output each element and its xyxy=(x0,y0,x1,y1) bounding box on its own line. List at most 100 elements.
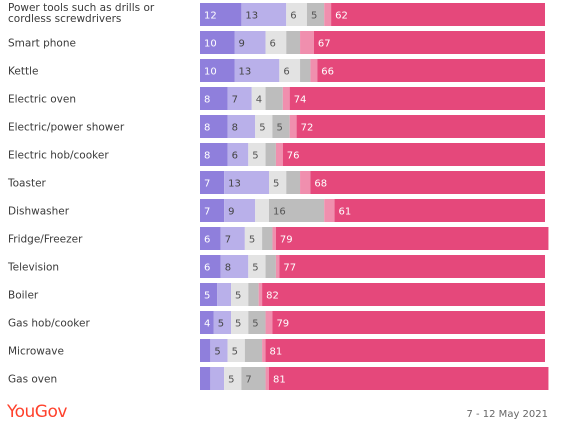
bar-segment xyxy=(262,339,266,362)
data-label: 16 xyxy=(273,207,286,218)
data-label: 8 xyxy=(232,123,238,134)
data-label: 72 xyxy=(301,123,314,134)
data-label: 5 xyxy=(228,375,234,386)
bar-segment xyxy=(234,59,280,82)
bar-segment xyxy=(272,115,290,138)
bar-segment xyxy=(313,31,545,54)
category-label: Electric hob/cooker xyxy=(8,150,109,162)
bar-segment xyxy=(200,367,211,390)
data-label: 13 xyxy=(228,179,241,190)
bar-segment xyxy=(227,143,249,166)
data-label: 8 xyxy=(225,263,231,274)
bar-segment xyxy=(200,87,228,110)
data-label: 68 xyxy=(314,179,327,190)
bar-segment xyxy=(224,199,256,222)
bar-segment xyxy=(251,87,266,110)
category-label: Microwave xyxy=(8,346,64,358)
stacked-bar-chart: Power tools such as drills or cordless sc… xyxy=(7,2,549,390)
data-label: 10 xyxy=(204,67,217,78)
data-label: 61 xyxy=(339,207,352,218)
data-label: 5 xyxy=(252,151,258,162)
bar-segment xyxy=(265,255,276,278)
bar-segment xyxy=(248,255,266,278)
data-label: 5 xyxy=(214,347,220,358)
bar-segment xyxy=(220,255,249,278)
data-label: 6 xyxy=(204,235,210,246)
bar-segment xyxy=(300,59,311,82)
bar-segment xyxy=(310,59,318,82)
bar-segment xyxy=(296,115,545,138)
category-label: Electric/power shower xyxy=(8,122,125,134)
bar-segment xyxy=(286,31,301,54)
data-label: 7 xyxy=(232,95,238,106)
data-label: 8 xyxy=(204,151,210,162)
bar-segment xyxy=(269,171,287,194)
data-label: 5 xyxy=(252,263,258,274)
bar-segment xyxy=(300,171,311,194)
bar-segment xyxy=(269,199,325,222)
bar-segment xyxy=(200,339,211,362)
data-label: 7 xyxy=(204,207,210,218)
bar-segment xyxy=(306,3,325,26)
data-label: 9 xyxy=(239,39,245,50)
data-label: 76 xyxy=(287,151,300,162)
bar-segment xyxy=(275,227,549,250)
bar-segment xyxy=(200,283,218,306)
data-label: 62 xyxy=(335,11,348,22)
bar-segment xyxy=(200,171,225,194)
bar-segment xyxy=(227,87,252,110)
bar-segment xyxy=(289,87,545,110)
category-label: Smart phone xyxy=(8,38,76,50)
data-label: 13 xyxy=(245,11,258,22)
data-label: 5 xyxy=(276,123,282,134)
bar-segment xyxy=(244,227,263,250)
category-label: Toaster xyxy=(7,178,47,190)
data-label: 66 xyxy=(321,67,334,78)
data-label: 67 xyxy=(318,39,331,50)
data-label: 5 xyxy=(311,11,317,22)
bar-segment xyxy=(227,115,256,138)
data-label: 13 xyxy=(239,67,252,78)
category-label: Gas hob/cooker xyxy=(8,318,90,330)
category-label: Kettle xyxy=(8,66,38,78)
data-label: 6 xyxy=(283,67,289,78)
data-label: 6 xyxy=(232,151,238,162)
data-label: 79 xyxy=(280,235,293,246)
bar-segment xyxy=(200,115,228,138)
bar-segment xyxy=(279,59,301,82)
data-label: 8 xyxy=(204,95,210,106)
category-label: Fridge/Freezer xyxy=(8,234,83,246)
data-label: 9 xyxy=(228,207,234,218)
data-label: 4 xyxy=(204,319,210,330)
data-label: 81 xyxy=(270,347,283,358)
category-label: Power tools such as drills or cordless sc… xyxy=(8,2,155,25)
bar-segment xyxy=(231,283,249,306)
bar-segment xyxy=(331,3,545,26)
survey-date: 7 - 12 May 2021 xyxy=(466,409,548,420)
bar-segment xyxy=(200,255,221,278)
bar-segment xyxy=(224,367,242,390)
bar-segment xyxy=(213,311,232,334)
category-label: Television xyxy=(7,262,59,274)
data-label: 5 xyxy=(235,291,241,302)
bar-segment xyxy=(248,143,266,166)
bar-segment xyxy=(262,227,273,250)
bar-segment xyxy=(282,143,545,166)
category-label: Gas oven xyxy=(8,374,57,386)
bar-segment xyxy=(300,31,314,54)
bar-segment xyxy=(324,199,335,222)
bar-segment xyxy=(265,311,273,334)
bar-segment xyxy=(231,311,249,334)
data-label: 6 xyxy=(270,39,276,50)
data-label: 7 xyxy=(245,375,251,386)
bar-segment xyxy=(234,31,266,54)
data-label: 5 xyxy=(252,319,258,330)
data-label: 5 xyxy=(235,319,241,330)
bar-segment xyxy=(286,171,301,194)
bar-segment xyxy=(200,311,214,334)
bar-segment xyxy=(282,87,290,110)
bar-segment xyxy=(224,171,269,194)
data-label: 7 xyxy=(204,179,210,190)
bar-segment xyxy=(289,115,297,138)
bar-segment xyxy=(210,339,228,362)
